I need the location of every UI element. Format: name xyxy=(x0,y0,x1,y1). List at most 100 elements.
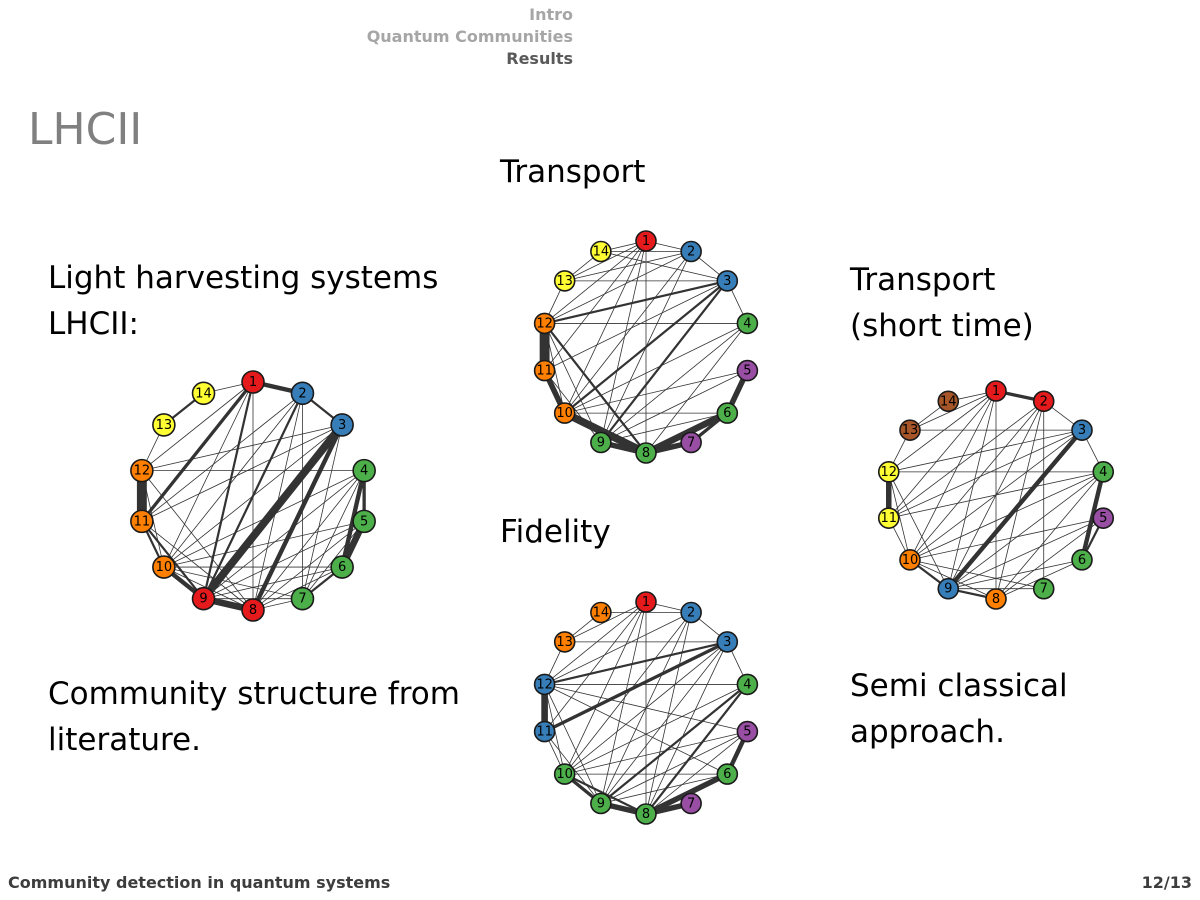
semiclassical-node-1: 1 xyxy=(985,380,1007,402)
fidelity-edge-1-12 xyxy=(544,601,647,685)
transport-node-circle-9 xyxy=(590,431,612,454)
semiclassical-node-circle-11 xyxy=(877,507,900,529)
semiclassical-edge-5-9 xyxy=(947,517,1104,590)
literature-edge-3-9 xyxy=(199,421,346,603)
transport-node-label-3: 3 xyxy=(723,274,731,289)
transport-node-7: 7 xyxy=(680,431,702,454)
fidelity-node-label-7: 7 xyxy=(687,797,695,812)
literature-node-circle-1 xyxy=(241,370,265,394)
fidelity-edge-3-8 xyxy=(645,641,728,815)
semiclassical-node-circle-7 xyxy=(1032,577,1055,600)
literature-edge-4-7 xyxy=(302,470,365,600)
transport-edge-1-11 xyxy=(544,240,647,371)
transport-node-1: 1 xyxy=(635,230,657,252)
literature-node-circle-11 xyxy=(130,509,154,534)
transport-node-circle-13 xyxy=(553,270,576,292)
semiclassical-node-7: 7 xyxy=(1032,577,1055,600)
literature-edge-8-12 xyxy=(141,470,254,611)
literature-edge-1-12 xyxy=(141,381,254,472)
transport-node-14: 14 xyxy=(590,240,612,263)
transport-node-circle-3 xyxy=(716,270,739,292)
literature-node-label-9: 9 xyxy=(199,592,207,607)
section-navigation: Intro Quantum Communities Results xyxy=(367,4,573,70)
literature-node-label-4: 4 xyxy=(360,464,368,479)
literature-node-circle-5 xyxy=(352,509,376,534)
fidelity-edge-5-9 xyxy=(600,731,748,804)
literature-edge-4-10 xyxy=(163,470,365,568)
literature-edge-5-8 xyxy=(252,520,365,611)
fidelity-edge-1-11 xyxy=(544,601,647,732)
nav-item-results[interactable]: Results xyxy=(506,49,573,68)
transport-node-label-12: 12 xyxy=(536,316,553,331)
semiclassical-node-5: 5 xyxy=(1092,507,1115,529)
semiclassical-edge-4-9 xyxy=(947,471,1104,590)
nav-item-quantum-communities[interactable]: Quantum Communities xyxy=(366,27,573,46)
literature-edge-6-9 xyxy=(203,566,343,600)
transport-node-label-2: 2 xyxy=(687,244,695,259)
fidelity-node-4: 4 xyxy=(736,673,759,696)
fidelity-node-label-3: 3 xyxy=(723,635,731,650)
transport-edge-2-13 xyxy=(564,251,692,282)
transport-node-circle-14 xyxy=(590,240,612,263)
transport-node-circle-2 xyxy=(680,240,702,263)
semiclassical-node-circle-8 xyxy=(985,588,1007,610)
transport-edge-4-10 xyxy=(564,323,748,414)
semiclassical-node-14: 14 xyxy=(937,390,960,413)
semiclassical-edge-2-10 xyxy=(909,400,1045,561)
transport-edge-3-9 xyxy=(599,279,729,444)
transport-node-label-6: 6 xyxy=(723,406,731,421)
literature-graph: 1 2 3 4 5 6 7 8 9 10 11 12 13 14 xyxy=(130,370,376,624)
semiclassical-node-13: 13 xyxy=(899,419,921,441)
semiclassical-node-circle-12 xyxy=(877,461,900,483)
transport-node-label-11: 11 xyxy=(536,364,553,379)
literature-node-label-3: 3 xyxy=(338,418,346,433)
semiclassical-node-label-13: 13 xyxy=(902,423,919,438)
fidelity-edge-2-10 xyxy=(564,612,692,775)
fidelity-node-circle-10 xyxy=(553,763,576,785)
transport-edge-3-11 xyxy=(544,280,728,371)
literature-edge-1-11 xyxy=(140,380,255,524)
fidelity-node-circle-11 xyxy=(533,720,556,743)
semiclassical-edge-2-11 xyxy=(888,400,1045,519)
fidelity-edge-4-8 xyxy=(644,683,749,816)
right-description: Transport (short time) xyxy=(850,257,1034,349)
literature-node-4: 4 xyxy=(352,458,376,483)
semiclassical-node-12: 12 xyxy=(877,461,900,483)
transport-edge-1-10 xyxy=(564,240,647,414)
literature-node-circle-14 xyxy=(191,381,216,406)
nav-item-intro[interactable]: Intro xyxy=(529,5,573,24)
literature-node-13: 13 xyxy=(152,413,176,437)
semiclassical-node-circle-14 xyxy=(937,390,960,413)
literature-edge-2-10 xyxy=(163,392,303,568)
transport-edge-4-9 xyxy=(600,323,748,443)
literature-node-label-7: 7 xyxy=(298,592,306,607)
semiclassical-node-label-8: 8 xyxy=(992,592,1000,607)
literature-node-label-6: 6 xyxy=(338,560,346,575)
literature-edge-1-10 xyxy=(163,381,254,568)
fidelity-node-7: 7 xyxy=(680,792,702,815)
transport-node-label-13: 13 xyxy=(556,274,573,289)
fidelity-node-circle-9 xyxy=(590,792,612,815)
transport-edge-2-9 xyxy=(600,251,692,443)
literature-edge-3-8 xyxy=(250,422,345,613)
semiclassical-node-circle-4 xyxy=(1092,461,1115,483)
fidelity-node-6: 6 xyxy=(716,763,739,785)
transport-edge-12-8 xyxy=(543,322,648,455)
page-number: 12/13 xyxy=(1141,873,1192,892)
fidelity-edge-2-12 xyxy=(544,612,692,685)
transport-graph: 1 2 3 4 5 6 7 8 9 10 11 12 13 14 xyxy=(527,228,765,466)
transport-edge-2-10 xyxy=(564,251,692,414)
transport-node-circle-10 xyxy=(553,402,576,424)
literature-node-3: 3 xyxy=(330,413,354,437)
left-caption: Community structure from literature. xyxy=(48,671,460,763)
fidelity-node-circle-7 xyxy=(680,792,702,815)
transport-edge-2-12 xyxy=(544,251,692,324)
transport-node-3: 3 xyxy=(716,270,739,292)
literature-node-label-5: 5 xyxy=(360,514,368,529)
transport-node-6: 6 xyxy=(716,402,739,424)
literature-node-9: 9 xyxy=(191,586,216,611)
fidelity-node-label-12: 12 xyxy=(536,677,553,692)
transport-edge-5-9 xyxy=(600,370,748,443)
